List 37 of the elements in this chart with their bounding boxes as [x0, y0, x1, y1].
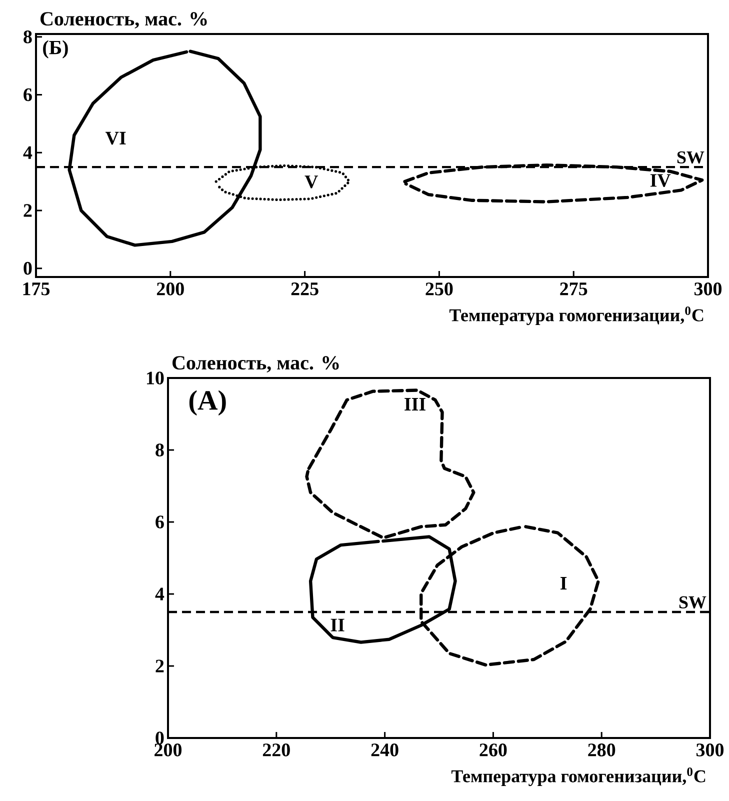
y-tick-label: 0 — [156, 732, 164, 744]
ref-line-label: SW — [679, 596, 706, 608]
ref-line-label: SW — [677, 151, 704, 164]
y-axis-title: Соленость, мас. % — [40, 12, 207, 28]
x-tick-label: 280 — [588, 744, 616, 756]
x-tick-label: 275 — [560, 282, 588, 296]
x-tick-label: 200 — [154, 744, 182, 756]
x-tick-label: 300 — [694, 282, 722, 296]
x-axis-title: Температура гомогенизации,$^{0}$C — [449, 306, 704, 326]
y-tick-label: 0 — [24, 262, 32, 275]
y-tick-label: 4 — [155, 588, 164, 600]
x-tick-label: 220 — [262, 744, 290, 756]
x-tick-label: 175 — [23, 282, 50, 296]
x-tick-label: 250 — [426, 282, 453, 296]
y-tick-label: 8 — [156, 444, 164, 456]
x-axis-title: Температура гомогенизации,$^{0}$C — [451, 768, 706, 786]
series-label: V — [304, 176, 318, 188]
series-label: VI — [105, 132, 126, 145]
y-axis-title: Соленость, мас. % — [172, 356, 339, 372]
series-label: I — [560, 577, 567, 590]
x-tick-label: 200 — [156, 282, 184, 296]
series-label: II — [330, 618, 344, 632]
x-tick-label: 300 — [696, 744, 724, 756]
y-tick-label: 6 — [156, 516, 164, 528]
series-label: III — [404, 398, 426, 410]
y-tick-label: 2 — [24, 204, 32, 217]
chart-title: (А) — [189, 390, 226, 416]
y-tick-label: 6 — [24, 88, 32, 102]
x-tick-label: 260 — [480, 744, 507, 756]
y-tick-label: 8 — [24, 30, 32, 44]
x-tick-label: 240 — [371, 744, 398, 756]
y-tick-label: 4 — [23, 146, 32, 159]
x-tick-label: 225 — [291, 282, 318, 296]
chart-title: (Б) — [43, 40, 68, 58]
series-label: IV — [650, 174, 671, 187]
y-tick-label: 10 — [146, 372, 164, 384]
y-tick-label: 2 — [156, 660, 164, 672]
